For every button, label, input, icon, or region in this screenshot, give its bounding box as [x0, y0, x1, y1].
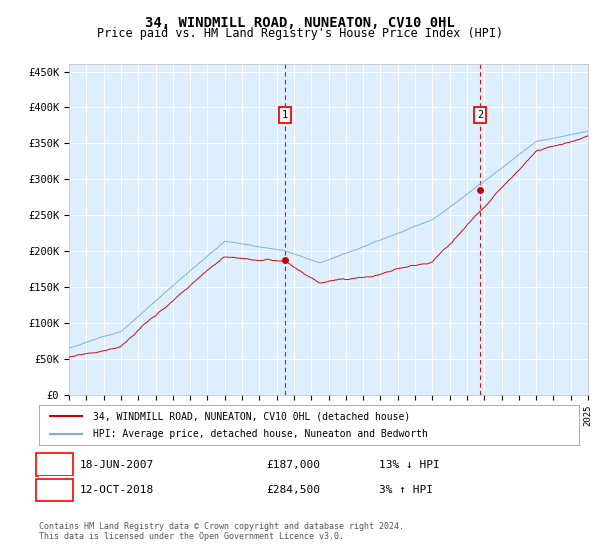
Text: 18-JUN-2007: 18-JUN-2007	[79, 460, 154, 470]
Text: HPI: Average price, detached house, Nuneaton and Bedworth: HPI: Average price, detached house, Nune…	[93, 429, 428, 439]
FancyBboxPatch shape	[36, 454, 73, 476]
Text: 34, WINDMILL ROAD, NUNEATON, CV10 0HL (detached house): 34, WINDMILL ROAD, NUNEATON, CV10 0HL (d…	[93, 411, 410, 421]
Text: 2: 2	[477, 110, 484, 120]
Text: 1: 1	[51, 460, 58, 470]
Text: 2: 2	[51, 485, 58, 495]
Text: Contains HM Land Registry data © Crown copyright and database right 2024.
This d: Contains HM Land Registry data © Crown c…	[39, 522, 404, 542]
Text: 1: 1	[281, 110, 288, 120]
Text: £187,000: £187,000	[266, 460, 320, 470]
Text: 34, WINDMILL ROAD, NUNEATON, CV10 0HL: 34, WINDMILL ROAD, NUNEATON, CV10 0HL	[145, 16, 455, 30]
Text: 3% ↑ HPI: 3% ↑ HPI	[379, 485, 433, 495]
Text: Price paid vs. HM Land Registry's House Price Index (HPI): Price paid vs. HM Land Registry's House …	[97, 27, 503, 40]
Text: 12-OCT-2018: 12-OCT-2018	[79, 485, 154, 495]
FancyBboxPatch shape	[36, 478, 73, 502]
Text: 13% ↓ HPI: 13% ↓ HPI	[379, 460, 440, 470]
Text: £284,500: £284,500	[266, 485, 320, 495]
